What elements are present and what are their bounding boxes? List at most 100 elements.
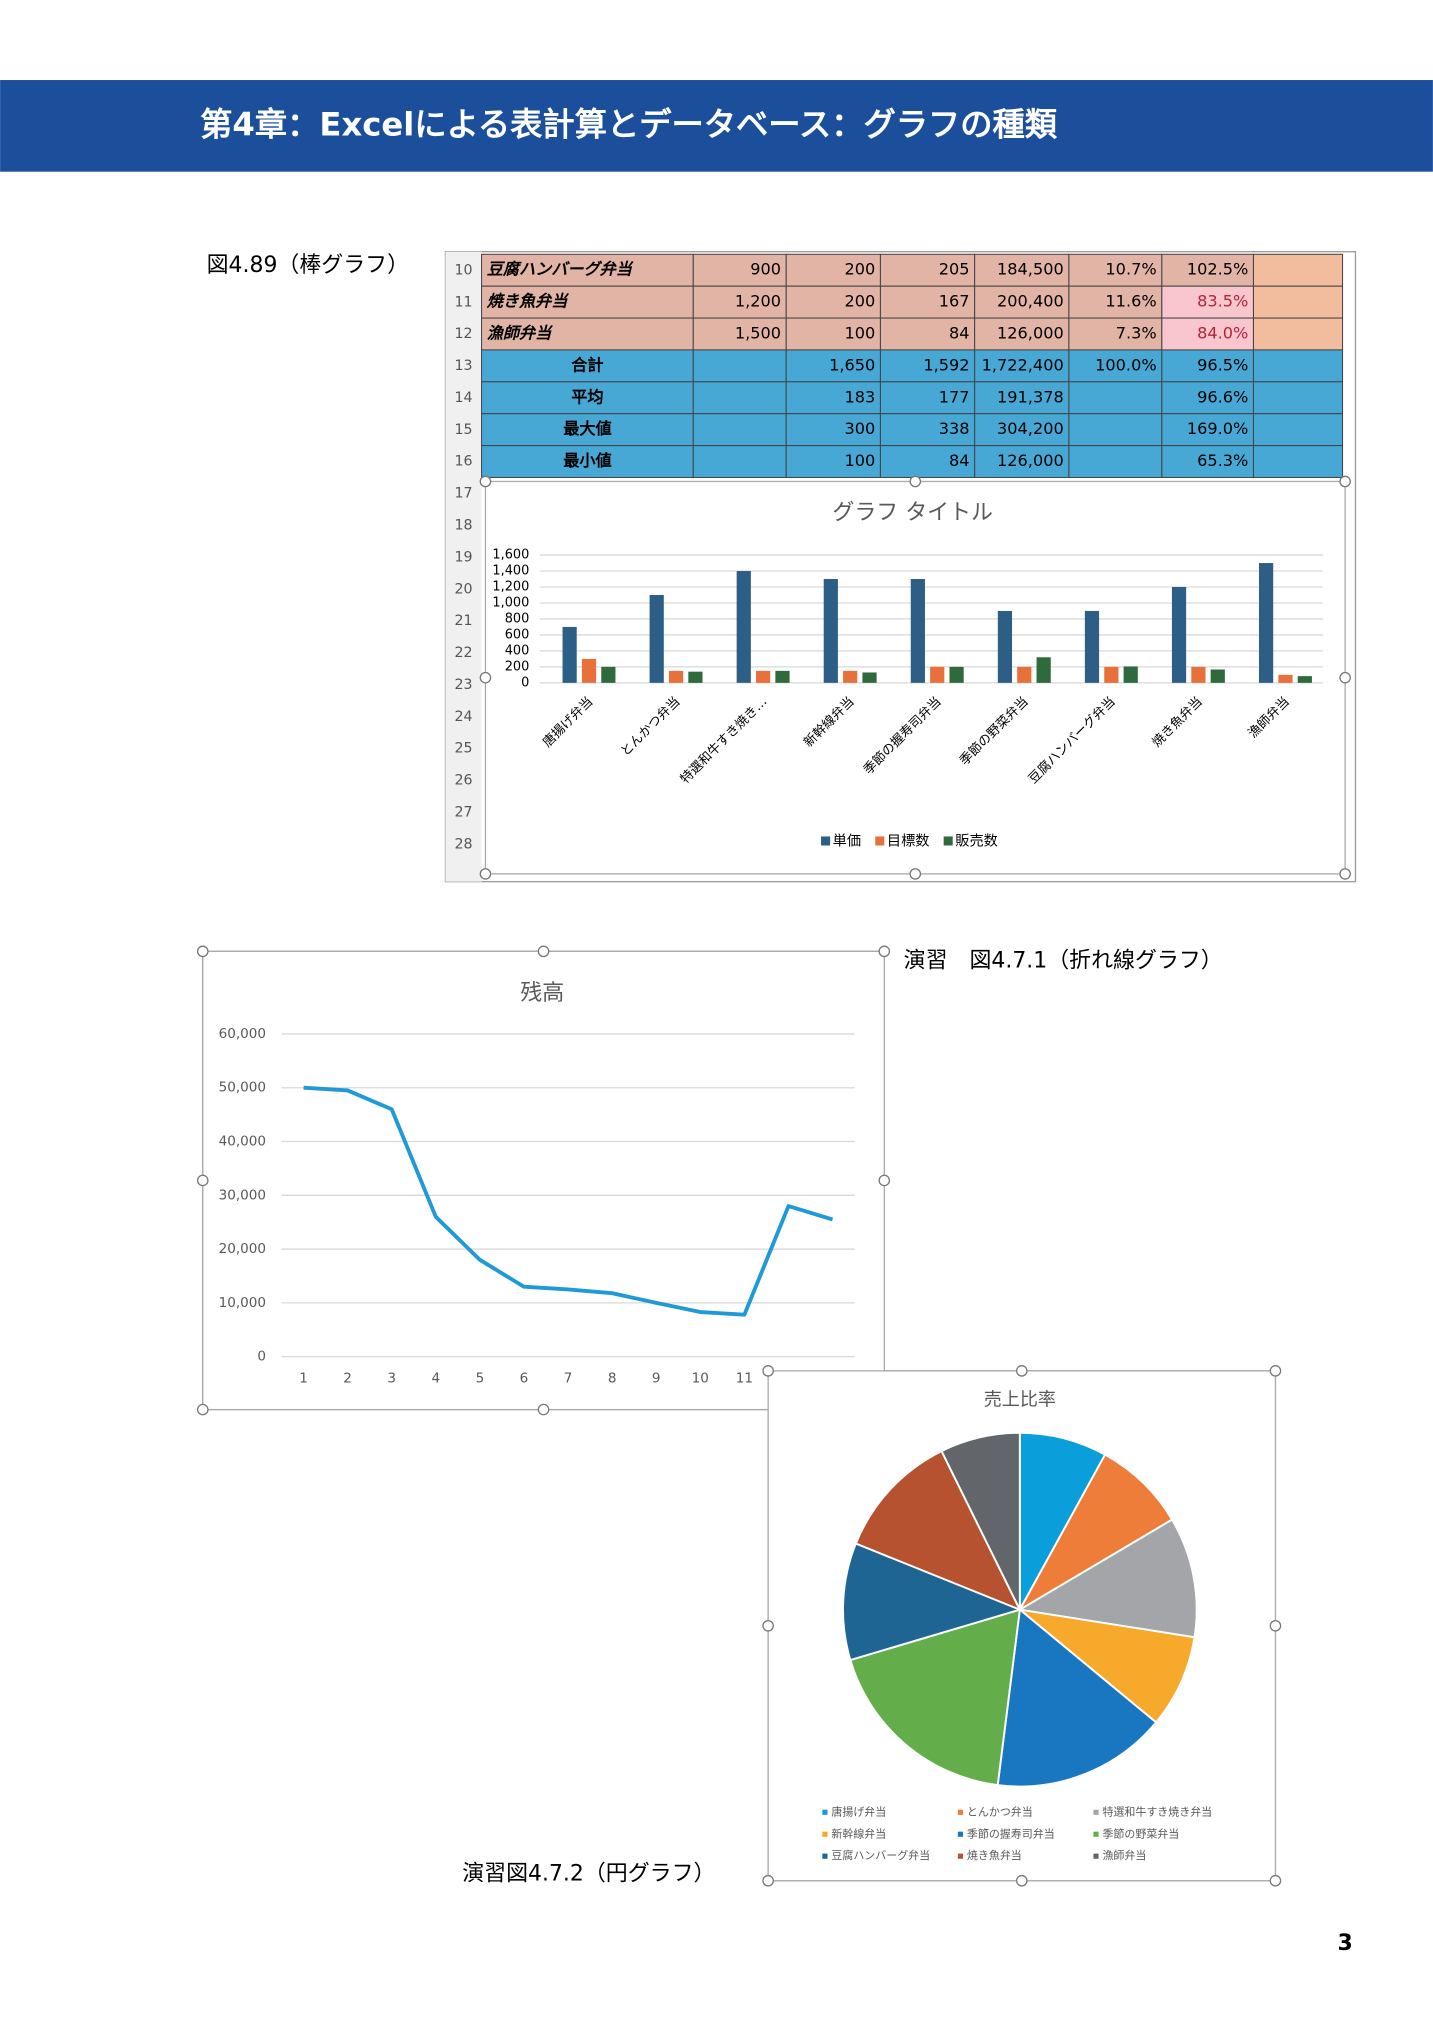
x-tick-label: 7 bbox=[564, 1371, 573, 1387]
cell-value: 84.0% bbox=[1197, 323, 1248, 342]
table-cell bbox=[879, 285, 976, 319]
bar bbox=[1297, 676, 1312, 683]
y-tick-label: 0 bbox=[521, 675, 529, 690]
cell-value: 200,400 bbox=[997, 292, 1064, 311]
x-tick-label: 4 bbox=[431, 1371, 440, 1387]
resize-handle bbox=[196, 1403, 209, 1416]
table-cell bbox=[481, 317, 694, 351]
bar bbox=[930, 666, 945, 683]
row-label: 豆腐ハンバーグ弁当 bbox=[487, 260, 634, 279]
row-number: 25 bbox=[454, 741, 472, 757]
header-band bbox=[0, 80, 1433, 172]
table-cell bbox=[879, 445, 976, 478]
x-tick-label: 5 bbox=[476, 1371, 485, 1387]
resize-handle bbox=[762, 1874, 774, 1887]
row-number: 15 bbox=[454, 422, 472, 438]
bar bbox=[756, 670, 771, 683]
cell-value: 83.5% bbox=[1197, 292, 1248, 311]
bar bbox=[910, 579, 925, 683]
table-cell bbox=[481, 381, 694, 415]
bar bbox=[823, 579, 838, 683]
table-cell bbox=[785, 445, 881, 478]
table-cell bbox=[974, 253, 1070, 287]
pie-slice bbox=[1017, 1453, 1174, 1613]
table-cell bbox=[879, 349, 976, 383]
table-cell bbox=[1068, 413, 1163, 447]
pie-slice bbox=[849, 1608, 1021, 1787]
cell-value: 205 bbox=[939, 260, 970, 279]
cell-value: 126,000 bbox=[997, 451, 1064, 470]
bar bbox=[949, 666, 964, 683]
cell-value: 200 bbox=[844, 292, 875, 311]
cell-value: 96.6% bbox=[1197, 387, 1248, 406]
table-cell bbox=[879, 381, 976, 415]
cell-value: 84 bbox=[949, 451, 970, 470]
resize-handle bbox=[1269, 1619, 1282, 1632]
cell-value: 338 bbox=[939, 419, 970, 438]
row-number: 28 bbox=[454, 836, 472, 852]
cell-value: 184,500 bbox=[997, 260, 1064, 279]
legend-swatch bbox=[821, 836, 831, 846]
bar bbox=[649, 594, 664, 683]
row-number: 11 bbox=[454, 294, 472, 310]
resize-handle bbox=[762, 1365, 774, 1377]
table-cell bbox=[1252, 253, 1344, 287]
table-cell bbox=[481, 413, 694, 447]
y-tick-label: 0 bbox=[257, 1349, 266, 1365]
bar bbox=[1191, 666, 1206, 683]
bar bbox=[1210, 669, 1225, 683]
legend-label: 焼き魚弁当 bbox=[967, 1848, 1022, 1862]
row-number: 16 bbox=[454, 454, 472, 470]
table-cell bbox=[1161, 317, 1254, 351]
table-cell bbox=[692, 349, 787, 383]
line bbox=[303, 1085, 834, 1317]
bar bbox=[1278, 674, 1293, 683]
bar bbox=[1104, 666, 1119, 683]
x-tick-label: 10 bbox=[692, 1371, 709, 1387]
x-tick-label: 1 bbox=[299, 1371, 308, 1387]
table-cell bbox=[1161, 413, 1254, 447]
chart-title: 残高 bbox=[520, 981, 564, 1006]
bar bbox=[601, 666, 616, 683]
cell-value: 900 bbox=[750, 260, 781, 279]
page-number: 3 bbox=[1337, 1931, 1352, 1956]
table-cell bbox=[1161, 381, 1254, 415]
cell-value: 300 bbox=[844, 419, 875, 438]
row-number: 18 bbox=[454, 517, 472, 533]
y-tick-label: 50,000 bbox=[219, 1080, 266, 1096]
table-cell bbox=[1161, 349, 1254, 383]
legend-label: 豆腐ハンバーグ弁当 bbox=[831, 1848, 930, 1862]
legend-swatch bbox=[957, 1853, 964, 1859]
row-number: 19 bbox=[454, 549, 472, 565]
resize-handle bbox=[1269, 1874, 1282, 1887]
bar bbox=[1259, 563, 1274, 683]
row-number: 12 bbox=[454, 326, 472, 342]
row-number: 26 bbox=[454, 773, 472, 789]
chart-title: 売上比率 bbox=[984, 1390, 1056, 1411]
legend-swatch bbox=[822, 1809, 828, 1815]
y-tick-label: 1,000 bbox=[492, 595, 529, 610]
legend-swatch bbox=[943, 836, 953, 846]
row-number: 27 bbox=[454, 804, 472, 820]
y-tick-label: 10,000 bbox=[219, 1295, 266, 1311]
cell-value: 84 bbox=[949, 323, 970, 342]
cell-value: 1,722,400 bbox=[982, 355, 1064, 374]
legend-label: 季節の握寿司弁当 bbox=[967, 1826, 1055, 1840]
table-cell bbox=[1161, 253, 1254, 287]
legend-swatch bbox=[875, 836, 885, 846]
pie-slice bbox=[940, 1431, 1021, 1611]
table-cell bbox=[1068, 445, 1163, 478]
bar bbox=[736, 571, 751, 683]
resize-handle bbox=[196, 945, 209, 958]
row-number: 20 bbox=[454, 581, 472, 597]
table-cell bbox=[1252, 445, 1344, 478]
x-tick-label: 8 bbox=[608, 1371, 617, 1387]
cell-value: 7.3% bbox=[1116, 323, 1157, 342]
pie-slice bbox=[1017, 1518, 1198, 1639]
y-tick-label: 60,000 bbox=[219, 1026, 266, 1042]
row-label: 最小値 bbox=[563, 451, 611, 470]
table-cell bbox=[1161, 285, 1254, 319]
cell-value: 100 bbox=[844, 451, 875, 470]
table-cell bbox=[481, 285, 694, 319]
table-cell bbox=[1161, 445, 1254, 478]
